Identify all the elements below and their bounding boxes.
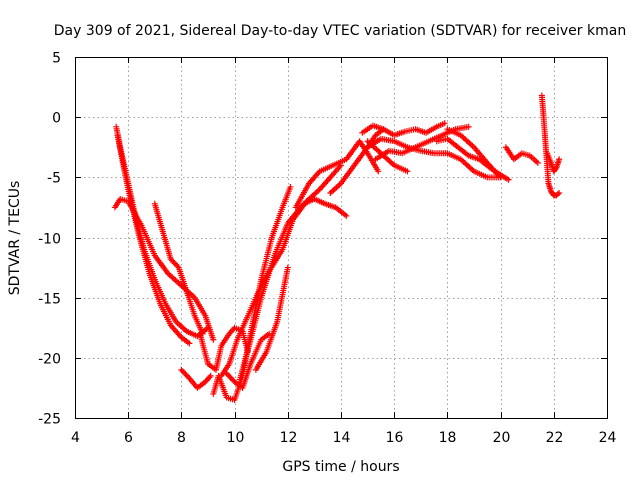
x-tick-label: 4 <box>71 430 80 446</box>
series-arc-4 <box>151 200 206 337</box>
x-tick-label: 10 <box>227 430 245 446</box>
y-tick-label: -10 <box>38 232 61 248</box>
y-tick-label: 5 <box>52 51 61 67</box>
series-arc-7 <box>210 183 294 403</box>
series-arc-15 <box>364 135 504 181</box>
data-point <box>287 183 294 190</box>
y-tick-label: -15 <box>38 292 61 308</box>
x-axis-label: GPS time / hours <box>282 459 399 475</box>
x-tick-label: 6 <box>124 430 133 446</box>
x-tick-label: 20 <box>493 430 511 446</box>
series-arc-17 <box>364 138 411 175</box>
data-points <box>111 92 563 403</box>
tick-labels: 4 6 8 10 12 14 16 18 20 22 24 5 0 -5 -10 -15 -20 -25 <box>38 51 616 447</box>
series-arc-8 <box>218 162 344 379</box>
data-point <box>556 189 563 196</box>
data-point <box>441 120 448 127</box>
x-tick-label: 8 <box>177 430 186 446</box>
data-point <box>534 159 541 166</box>
data-point <box>343 212 350 219</box>
series-arc-18 <box>433 135 512 183</box>
series-arc-11 <box>236 195 350 383</box>
data-point <box>210 336 217 343</box>
y-tick-label: -25 <box>38 412 61 428</box>
data-point <box>505 176 512 183</box>
data-point <box>186 340 193 347</box>
x-tick-label: 14 <box>333 430 351 446</box>
series-arc-21 <box>538 92 563 199</box>
x-tick-label: 24 <box>599 430 617 446</box>
series-arc-20 <box>502 144 541 166</box>
data-point <box>207 372 214 379</box>
plot-frame <box>75 57 608 419</box>
series-arc-3 <box>111 195 217 343</box>
series-arc-2 <box>114 132 193 347</box>
x-tick-label: 18 <box>439 430 457 446</box>
y-tick-label: -20 <box>38 352 61 368</box>
data-point <box>494 171 501 178</box>
series-arc-22 <box>544 150 563 175</box>
y-tick-label: -5 <box>47 171 61 187</box>
y-tick-label: 0 <box>52 111 61 127</box>
data-point <box>284 264 291 271</box>
data-point <box>556 156 563 163</box>
series-arc-19 <box>444 126 501 178</box>
data-point <box>554 191 561 198</box>
y-axis-label: SDTVAR / TECUs <box>7 181 23 296</box>
x-tick-label: 16 <box>386 430 404 446</box>
x-tick-label: 12 <box>280 430 298 446</box>
grid-lines <box>75 57 607 418</box>
series-arc-9 <box>223 330 273 391</box>
chart-title: Day 309 of 2021, Sidereal Day-to-day VTE… <box>54 23 626 39</box>
series-arc-6 <box>178 366 214 391</box>
series-arc-12 <box>292 138 382 211</box>
series-arc-10 <box>252 264 291 373</box>
data-point <box>375 168 382 175</box>
series-arc-14 <box>359 120 448 139</box>
data-point <box>404 168 411 175</box>
x-tick-label: 22 <box>546 430 564 446</box>
data-point <box>465 123 472 130</box>
